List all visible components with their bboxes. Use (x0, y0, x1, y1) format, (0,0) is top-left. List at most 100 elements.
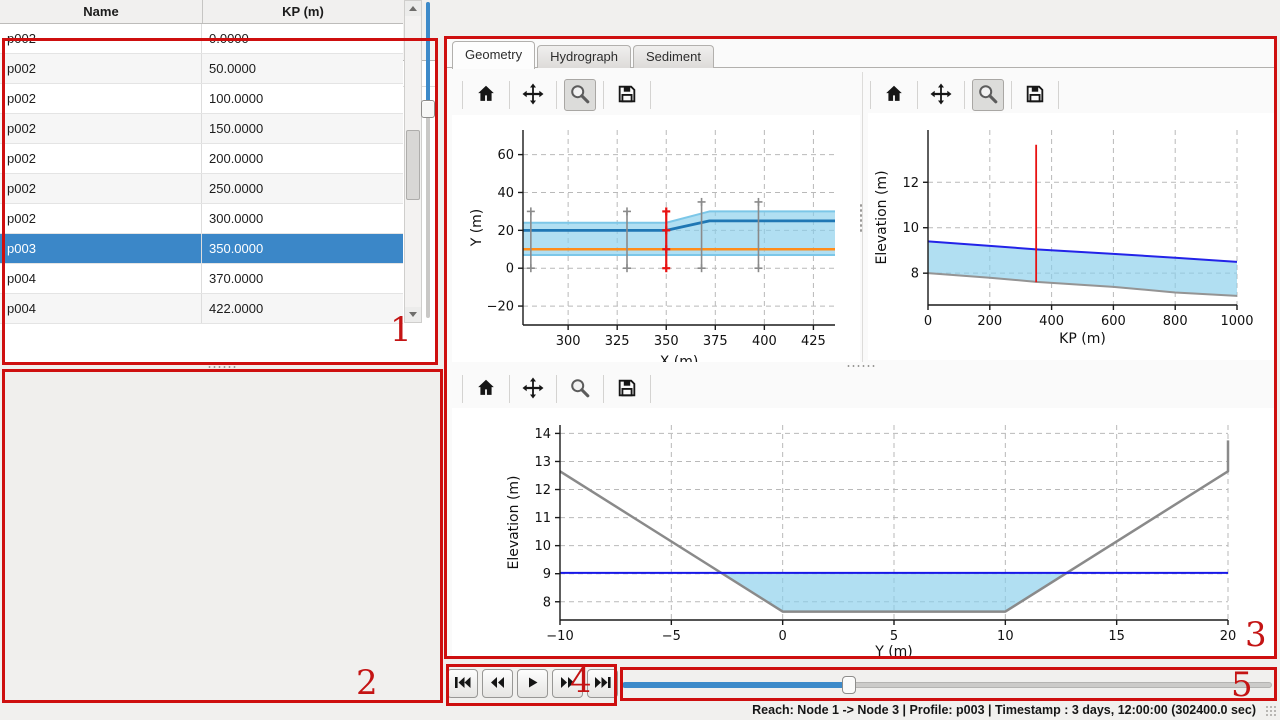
pan-button[interactable] (517, 373, 549, 405)
zoom-button[interactable] (564, 373, 596, 405)
table-row[interactable]: p002 250.0000 (0, 174, 403, 204)
table-row[interactable]: p002 200.0000 (0, 144, 403, 174)
cell-kp-value: 350.0000 (209, 241, 264, 256)
cell-kp-value: 150.0000 (209, 121, 264, 136)
svg-text:13: 13 (534, 455, 551, 470)
cell-profile-name: p002 (0, 24, 202, 53)
tab-geometry[interactable]: Geometry (452, 41, 536, 69)
table-row[interactable]: p002 300.0000 (0, 204, 403, 234)
vertical-splitter-handle[interactable] (859, 203, 863, 233)
cell-kp-value: 200.0000 (209, 151, 264, 166)
svg-text:40: 40 (497, 186, 514, 201)
cell-profile-name: p002 (0, 174, 202, 203)
forward-button[interactable] (552, 669, 583, 698)
toolbar-separator (462, 81, 463, 109)
table-row[interactable]: p002 100.0000 (0, 84, 403, 114)
svg-text:−5: −5 (662, 629, 681, 644)
cell-profile-name: p002 (0, 204, 202, 233)
svg-text:60: 60 (497, 148, 514, 163)
status-text: Reach: Node 1 -> Node 3 | Profile: p003 … (752, 703, 1256, 717)
cross-section-plot[interactable]: −10 −5 0 5 10 15 20 8 9 10 11 12 13 14 Y (m) Elevation … (452, 408, 1274, 658)
profile-vertical-slider[interactable] (420, 0, 436, 330)
home-button[interactable] (470, 373, 502, 405)
pan-button[interactable] (925, 79, 957, 111)
tab-hydrograph[interactable]: Hydrograph (537, 45, 632, 68)
scrollbar-up-button[interactable] (405, 1, 421, 16)
svg-text:12: 12 (534, 483, 551, 498)
play-button[interactable] (517, 669, 548, 698)
table-row[interactable]: p004 370.0000 (0, 264, 403, 294)
last-button[interactable] (587, 669, 618, 698)
svg-text:300: 300 (556, 334, 581, 349)
first-button[interactable] (447, 669, 478, 698)
table-row[interactable]: p002 50.0000 (0, 54, 403, 84)
cell-profile-name: p002 (0, 84, 202, 113)
svg-text:8: 8 (543, 595, 551, 610)
save-button[interactable] (1019, 79, 1051, 111)
zoom-button[interactable] (972, 79, 1004, 111)
save-icon (616, 83, 638, 108)
longitudinal-profile-plot[interactable]: 0 200 400 600 800 1000 8 10 12 KP (m) Elevation (m… (868, 113, 1277, 360)
rewind-button[interactable] (482, 669, 513, 698)
column-header-name[interactable]: Name (0, 0, 203, 23)
cell-kp-value: 250.0000 (209, 181, 264, 196)
svg-text:10: 10 (997, 629, 1014, 644)
transport-bar (0, 660, 1280, 700)
resize-grip-icon[interactable] (1265, 705, 1277, 717)
svg-text:800: 800 (1163, 314, 1188, 329)
toolbar-separator (556, 81, 557, 109)
save-icon (616, 377, 638, 402)
left-splitter-handle[interactable] (207, 365, 237, 369)
svg-text:9: 9 (543, 567, 551, 582)
forward-icon (559, 676, 577, 692)
home-icon (883, 83, 905, 108)
status-bar: Reach: Node 1 -> Node 3 | Profile: p003 … (0, 700, 1280, 720)
zoom-button[interactable] (564, 79, 596, 111)
zoom-icon (569, 83, 591, 108)
rewind-icon (489, 676, 507, 692)
playback-controls (447, 669, 618, 698)
table-row[interactable]: p003 350.0000 (0, 234, 403, 264)
svg-text:−10: −10 (546, 629, 573, 644)
tab-sediment[interactable]: Sediment (633, 45, 714, 68)
save-button[interactable] (611, 79, 643, 111)
plan-view-plot[interactable]: 300 325 350 375 400 425 −20 0 20 40 60 X (m) Y (m) (452, 115, 860, 362)
pan-icon (521, 82, 545, 109)
scrollbar-thumb[interactable] (406, 130, 420, 200)
table-scrollbar[interactable] (404, 0, 422, 323)
svg-text:Elevation (m): Elevation (m) (874, 170, 890, 264)
table-row[interactable]: p002 150.0000 (0, 114, 403, 144)
scrollbar-down-button[interactable] (405, 307, 421, 322)
cell-kp-value: 422.0000 (209, 301, 264, 316)
toolbar-separator (556, 375, 557, 403)
home-button[interactable] (878, 79, 910, 111)
table-row[interactable]: p002 0.0000 (0, 24, 403, 54)
pan-button[interactable] (517, 79, 549, 111)
toolbar-separator (917, 81, 918, 109)
toolbar-separator (462, 375, 463, 403)
home-icon (475, 377, 497, 402)
save-button[interactable] (611, 373, 643, 405)
cell-profile-name: p002 (0, 114, 202, 143)
toolbar-separator (509, 375, 510, 403)
svg-text:1000: 1000 (1220, 314, 1253, 329)
svg-text:5: 5 (890, 629, 898, 644)
cell-kp-value: 370.0000 (209, 271, 264, 286)
toolbar-separator (964, 81, 965, 109)
time-slider[interactable] (622, 676, 1272, 694)
svg-text:11: 11 (534, 511, 551, 526)
time-slider-handle[interactable] (842, 676, 856, 694)
table-row[interactable]: p004 422.0000 (0, 294, 403, 324)
column-header-kp[interactable]: KP (m) (282, 4, 324, 19)
vslider-track[interactable] (426, 2, 430, 318)
profile-table: Name KP (m) p002 0.0000 p002 50.0000 p002 100… (0, 0, 403, 330)
home-button[interactable] (470, 79, 502, 111)
svg-text:200: 200 (977, 314, 1002, 329)
svg-text:0: 0 (779, 629, 787, 644)
vslider-fill (426, 2, 430, 109)
vslider-handle[interactable] (421, 100, 435, 118)
cross-section-toolbar (462, 372, 651, 406)
horizontal-splitter-handle[interactable] (846, 364, 876, 368)
svg-text:Elevation (m): Elevation (m) (506, 475, 522, 569)
